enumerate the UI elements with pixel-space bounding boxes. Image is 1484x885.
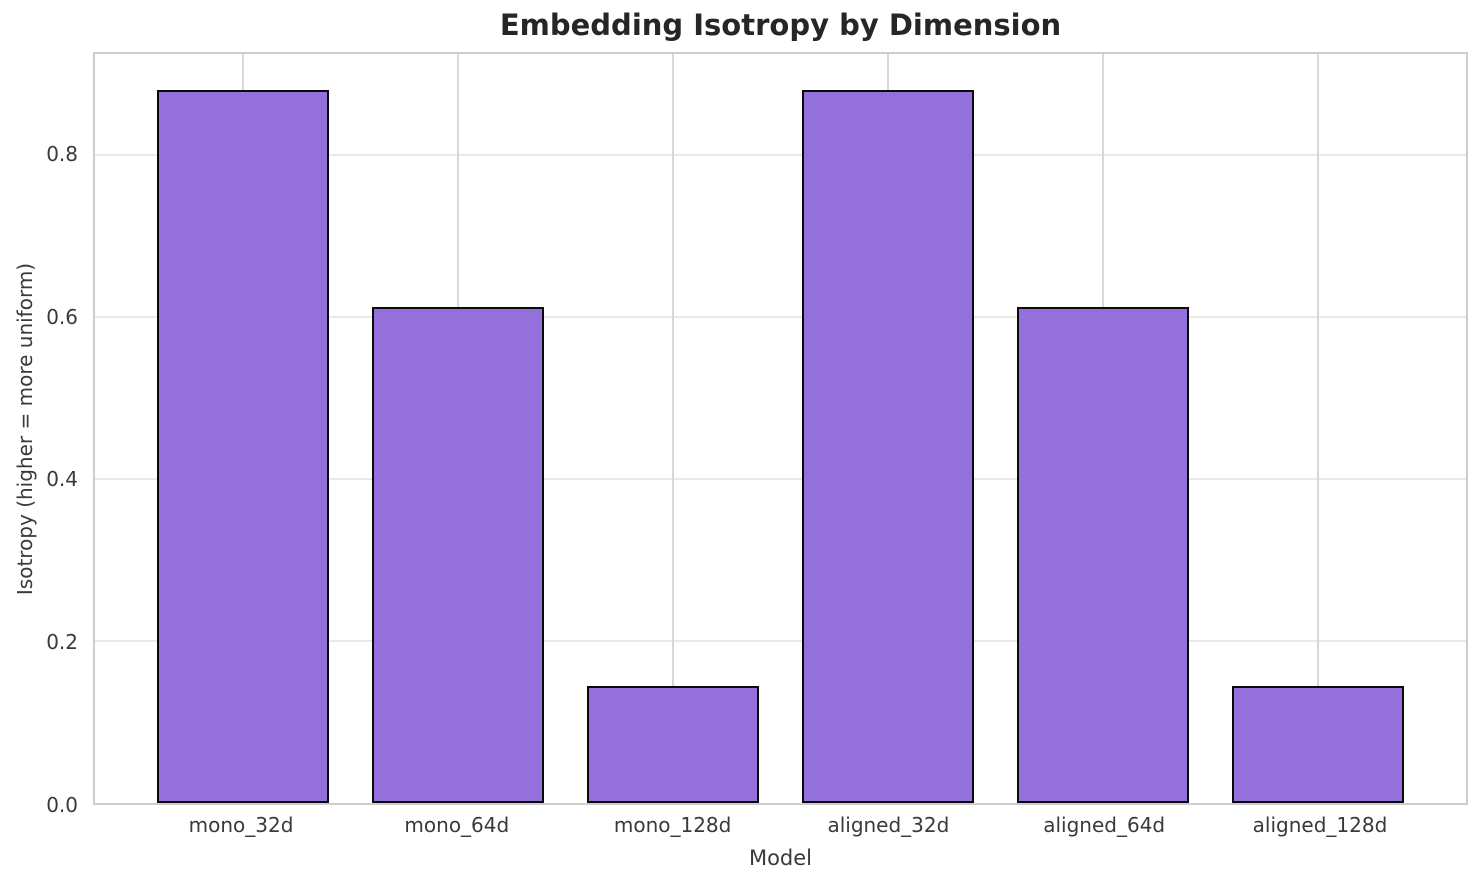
y-tick-label: 0.4 <box>46 467 78 492</box>
x-tick-label-mono_32d: mono_32d <box>188 813 294 837</box>
x-axis-label: Model <box>748 846 813 870</box>
horizontal-gridline <box>95 154 1466 157</box>
vertical-gridline <box>1317 54 1320 803</box>
x-tick-label-mono_64d: mono_64d <box>404 813 510 837</box>
horizontal-gridline <box>95 478 1466 481</box>
y-tick-label: 0.0 <box>46 793 78 817</box>
horizontal-gridline <box>95 316 1466 319</box>
y-tick-label: 0.2 <box>46 630 78 655</box>
bar-aligned_64d <box>1017 306 1190 803</box>
vertical-gridline <box>671 54 674 803</box>
bar-aligned_128d <box>1232 685 1405 803</box>
y-tick-label: 0.8 <box>46 141 78 166</box>
x-tick-label-aligned_128d: aligned_128d <box>1252 813 1388 837</box>
x-tick-label-mono_128d: mono_128d <box>613 813 732 837</box>
horizontal-gridline <box>95 640 1466 643</box>
bar-mono_64d <box>371 306 544 803</box>
plot-area <box>93 52 1468 805</box>
x-tick-label-aligned_32d: aligned_32d <box>827 813 950 837</box>
chart-title: Embedding Isotropy by Dimension <box>499 8 1062 42</box>
x-tick-label-aligned_64d: aligned_64d <box>1043 813 1166 837</box>
y-tick-label: 0.6 <box>46 304 78 329</box>
bar-aligned_32d <box>802 90 975 803</box>
bar-mono_32d <box>156 90 329 803</box>
bar-mono_128d <box>586 685 759 803</box>
